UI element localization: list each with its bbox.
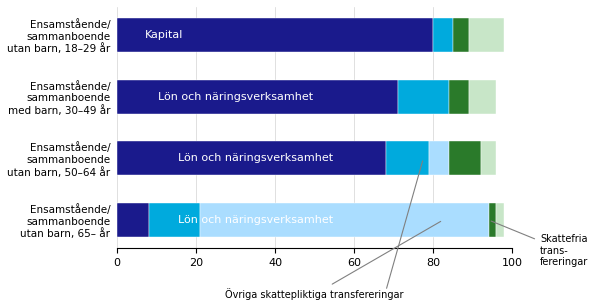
Text: Lön och näringsverksamhet: Lön och näringsverksamhet [158,91,313,102]
Bar [496,203,505,237]
Bar [453,18,469,52]
Bar [117,141,386,175]
Text: Skattefria
trans-
fereringar: Skattefria trans- fereringar [491,221,588,267]
Bar [117,80,398,114]
Bar [200,203,488,237]
Bar [469,18,505,52]
Bar [386,141,429,175]
Bar [149,203,200,237]
Bar [429,141,449,175]
Bar [117,203,149,237]
Bar [433,18,453,52]
Text: Övriga skattepliktiga transfereringar: Övriga skattepliktiga transfereringar [226,221,441,300]
Bar [449,141,481,175]
Text: Lön och näringsverksamhet: Lön och näringsverksamhet [178,153,333,163]
Bar [449,80,469,114]
Bar [117,18,433,52]
Bar [469,80,496,114]
Text: Lön och näringsverksamhet: Lön och näringsverksamhet [178,215,333,225]
Bar [481,141,496,175]
Text: Pension: Pension [293,30,336,40]
Bar [398,80,449,114]
Text: Kapital: Kapital [145,30,184,40]
Bar [488,203,496,237]
